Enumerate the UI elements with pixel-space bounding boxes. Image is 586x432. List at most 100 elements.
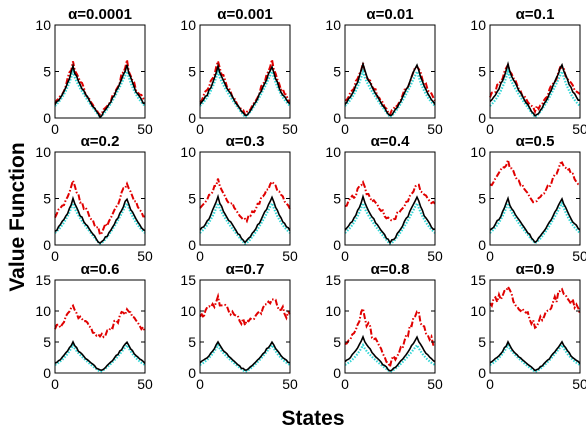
y-tick-label: 0	[188, 110, 196, 126]
subplot-title: α=0.8	[371, 261, 410, 278]
x-tick-label: 50	[282, 376, 298, 392]
axes-frame	[54, 24, 146, 119]
subplot-9: α=0.6 0 5 10 15 0 50	[35, 261, 153, 392]
series-line-black	[489, 61, 580, 117]
series-line-black	[54, 340, 146, 372]
y-tick-label: 15	[325, 272, 341, 288]
subplot-1: α=0.0001 0 5 10 0 50	[35, 6, 153, 137]
y-tick-label: 5	[478, 191, 486, 207]
y-tick-label: 10	[470, 144, 486, 160]
y-tick-label: 5	[43, 334, 51, 350]
axes-frame	[344, 279, 436, 374]
y-tick-label: 0	[188, 365, 196, 381]
axes-frame	[54, 279, 146, 374]
series-line-black	[489, 340, 581, 372]
x-tick-label: 50	[137, 121, 153, 137]
x-tick-label: 50	[137, 248, 153, 264]
series-line-black	[344, 334, 436, 372]
y-tick-label: 5	[478, 334, 486, 350]
subplot-2: α=0.001 0 5 10 0 50	[180, 6, 298, 137]
subplot-title: α=0.7	[226, 261, 265, 278]
x-tick-label: 0	[341, 121, 349, 137]
series-line-cyan	[489, 342, 581, 374]
x-tick-label: 50	[572, 376, 586, 392]
subplot-4: α=0.1 0 5 10 0 50	[470, 6, 586, 137]
series-line-red	[489, 284, 581, 330]
y-tick-label: 0	[333, 365, 341, 381]
x-tick-label: 50	[427, 248, 443, 264]
y-tick-label: 5	[188, 64, 196, 80]
axes-frame	[489, 279, 581, 374]
subplot-title: α=0.6	[81, 261, 120, 278]
subplot-title: α=0.001	[217, 6, 273, 23]
x-tick-label: 0	[51, 121, 59, 137]
subplot-12: α=0.9 0 5 10 15 0 50	[470, 261, 586, 392]
y-tick-label: 5	[188, 334, 196, 350]
subplot-title: α=0.2	[81, 133, 120, 150]
x-tick-label: 0	[196, 248, 204, 264]
series-line-cyan	[344, 342, 436, 374]
series-line-red	[199, 178, 291, 224]
x-tick-label: 0	[341, 248, 349, 264]
y-tick-label: 0	[43, 365, 51, 381]
series-line-cyan	[199, 199, 291, 246]
subplot-title: α=0.3	[226, 133, 265, 150]
x-tick-label: 50	[427, 121, 443, 137]
y-tick-label: 15	[470, 272, 486, 288]
y-tick-label: 0	[333, 110, 341, 126]
series-line-black	[344, 61, 436, 117]
series-line-black	[489, 195, 581, 244]
x-tick-label: 50	[427, 376, 443, 392]
y-tick-label: 10	[180, 17, 196, 33]
series-line-cyan	[54, 342, 146, 374]
y-tick-label: 0	[188, 237, 196, 253]
x-tick-label: 0	[486, 376, 494, 392]
subplot-title: α=0.01	[366, 6, 413, 23]
x-tick-label: 50	[282, 248, 298, 264]
series-line-red	[54, 303, 146, 339]
subplot-title: α=0.0001	[68, 6, 132, 23]
y-tick-label: 15	[35, 272, 51, 288]
subplot-7: α=0.4 0 5 10 0 50	[325, 133, 443, 264]
y-tick-label: 10	[180, 144, 196, 160]
y-tick-label: 5	[478, 64, 486, 80]
subplot-title: α=0.5	[516, 133, 555, 150]
series-line-red	[344, 180, 436, 222]
subplot-title: α=0.1	[516, 6, 555, 23]
axes-frame	[199, 24, 291, 119]
series-line-red	[199, 292, 291, 329]
axes-frame	[489, 151, 581, 246]
x-tick-label: 0	[341, 376, 349, 392]
subplot-title: α=0.9	[516, 261, 555, 278]
y-tick-label: 10	[35, 303, 51, 319]
y-tick-label: 5	[333, 64, 341, 80]
x-tick-label: 50	[137, 376, 153, 392]
x-tick-label: 0	[51, 376, 59, 392]
series-line-red	[54, 177, 146, 237]
y-tick-label: 10	[470, 17, 486, 33]
subplot-8: α=0.5 0 5 10 0 50	[470, 133, 586, 264]
y-tick-label: 15	[180, 272, 196, 288]
axes-frame	[199, 279, 291, 374]
series-line-red	[489, 156, 581, 204]
series-line-black	[199, 340, 290, 371]
x-tick-label: 50	[572, 248, 586, 264]
axes-frame	[344, 151, 436, 246]
series-line-cyan	[199, 342, 291, 374]
y-tick-label: 10	[325, 17, 341, 33]
x-tick-label: 0	[486, 121, 494, 137]
x-tick-label: 0	[51, 248, 59, 264]
subplot-3: α=0.01 0 5 10 0 50	[325, 6, 443, 137]
y-tick-label: 5	[43, 191, 51, 207]
series-line-red	[344, 62, 436, 117]
y-tick-label: 10	[180, 303, 196, 319]
x-tick-label: 0	[196, 121, 204, 137]
y-tick-label: 0	[478, 110, 486, 126]
subplot-6: α=0.3 0 5 10 0 50	[180, 133, 298, 264]
y-tick-label: 0	[478, 237, 486, 253]
y-tick-label: 10	[35, 144, 51, 160]
subplot-title: α=0.4	[371, 133, 410, 150]
x-tick-label: 0	[486, 248, 494, 264]
